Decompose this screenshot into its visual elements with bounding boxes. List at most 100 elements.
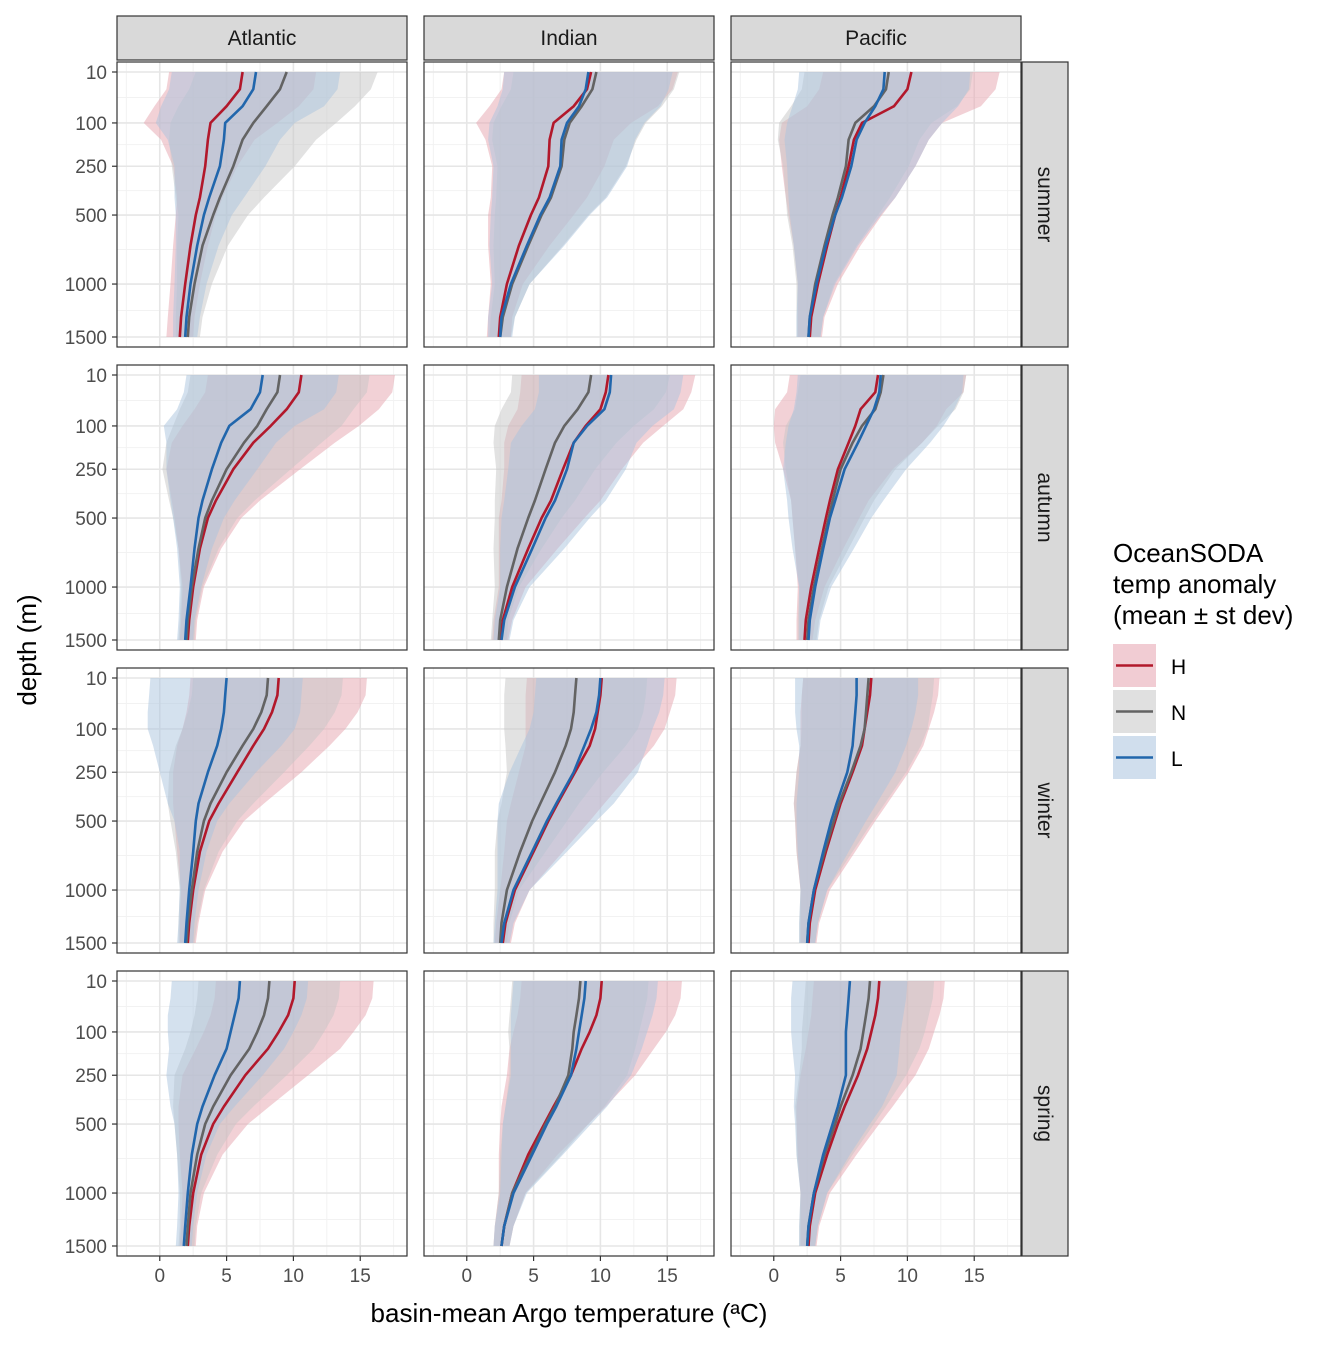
mean-line-L: [498, 71, 590, 338]
x-tick-label: 5: [528, 1266, 539, 1287]
panel-atlantic-autumn: [116, 364, 408, 651]
panel-data: [490, 374, 696, 641]
x-tick-label: 10: [897, 1266, 918, 1287]
panel-data: [493, 980, 682, 1247]
y-tick-label: 100: [75, 417, 107, 438]
panel-pacific-summer: [730, 61, 1022, 348]
mean-line-L: [500, 374, 613, 641]
ribbon-L: [783, 375, 964, 640]
y-tick-label: 500: [75, 509, 107, 530]
mean-line-H: [498, 374, 610, 641]
mean-line-L: [807, 374, 882, 641]
legend-title-line: (mean ± st dev): [1113, 600, 1293, 630]
mean-line-N: [185, 677, 270, 944]
y-tick-label: 500: [75, 206, 107, 227]
facet-strip-summer: [1021, 61, 1069, 348]
y-tick-label: 100: [75, 114, 107, 135]
panel-border: [730, 970, 1022, 1257]
x-tick-label: 5: [221, 1266, 232, 1287]
y-tick-label: 500: [75, 812, 107, 833]
x-tick-label: 5: [835, 1266, 846, 1287]
y-tick-label: 250: [75, 157, 107, 178]
mean-line-H: [808, 71, 913, 338]
panel-atlantic-spring: [116, 970, 408, 1257]
panel-border: [423, 364, 715, 651]
panel-border: [116, 667, 408, 954]
facet-strip-autumn: [1021, 364, 1069, 651]
panel-border: [730, 667, 1022, 954]
ribbon-L: [493, 981, 658, 1246]
mean-line-N: [185, 980, 271, 1247]
facet-label-winter: winter: [1033, 781, 1056, 838]
mean-line-L: [805, 678, 858, 944]
x-tick-label: 15: [964, 1266, 985, 1287]
panel-atlantic-winter: [116, 667, 408, 954]
ribbon-L: [166, 981, 309, 1246]
panel-pacific-spring: [730, 970, 1022, 1257]
mean-line-L: [805, 980, 852, 1247]
facet-strip-spring: [1021, 970, 1069, 1257]
x-tick-label: 0: [768, 1266, 779, 1287]
mean-line-L: [183, 71, 258, 338]
mean-line-H: [178, 71, 244, 338]
legend-title-line: OceanSODA: [1113, 538, 1264, 568]
mean-line-H: [186, 374, 303, 641]
mean-line-L: [183, 677, 228, 944]
y-tick-label: 250: [75, 460, 107, 481]
mean-line-H: [803, 374, 880, 641]
panel-indian-summer: [423, 61, 715, 348]
ribbon-L: [493, 678, 665, 943]
x-tick-label: 15: [657, 1266, 678, 1287]
x-tick-label: 0: [154, 1266, 165, 1287]
panel-border: [730, 364, 1022, 651]
facet-label-pacific: Pacific: [845, 27, 907, 50]
panel-data: [791, 980, 945, 1247]
mean-line-L: [500, 677, 602, 944]
mean-line-N: [498, 677, 578, 944]
x-tick-label: 10: [590, 1266, 611, 1287]
legend-entry-N: N: [1113, 690, 1186, 733]
facet-strip-indian: [423, 15, 715, 61]
ribbon-L: [155, 72, 341, 337]
panel-indian-spring: [423, 970, 715, 1257]
y-tick-label: 1000: [65, 1184, 107, 1205]
ribbon-L: [795, 678, 919, 943]
legend-label: H: [1171, 656, 1186, 679]
y-tick-label: 10: [86, 669, 107, 690]
ribbon-L: [784, 72, 971, 337]
ribbon-L: [147, 678, 303, 943]
facet-label-autumn: autumn: [1033, 472, 1056, 542]
mean-line-H: [497, 71, 593, 338]
panel-data: [773, 374, 967, 641]
mean-line-H: [186, 677, 280, 944]
panel-border: [116, 61, 408, 348]
legend-title-line: temp anomaly: [1113, 569, 1276, 599]
facet-label-spring: spring: [1033, 1085, 1056, 1142]
y-tick-label: 1500: [65, 1237, 107, 1258]
panel-data: [162, 374, 395, 641]
y-tick-label: 1000: [65, 578, 107, 599]
legend-entry-H: H: [1113, 644, 1186, 687]
y-axis-label: depth (m): [12, 594, 42, 705]
panel-border: [116, 364, 408, 651]
y-tick-label: 1000: [65, 881, 107, 902]
y-tick-label: 1500: [65, 934, 107, 955]
facet-label-summer: summer: [1033, 167, 1056, 243]
ribbon-L: [493, 375, 684, 640]
panel-border: [423, 970, 715, 1257]
y-tick-label: 500: [75, 1115, 107, 1136]
y-tick-label: 100: [75, 720, 107, 741]
facet-label-atlantic: Atlantic: [228, 27, 297, 50]
panel-atlantic-summer: [116, 61, 408, 348]
panel-data: [147, 677, 367, 944]
x-axis-label: basin-mean Argo temperature (ªC): [371, 1298, 768, 1328]
y-tick-label: 10: [86, 63, 107, 84]
y-tick-label: 1500: [65, 631, 107, 652]
panel-indian-autumn: [423, 364, 715, 651]
mean-line-L: [183, 374, 264, 641]
x-tick-label: 15: [350, 1266, 371, 1287]
mean-line-L: [182, 980, 242, 1247]
y-tick-label: 10: [86, 972, 107, 993]
panel-data: [476, 71, 680, 338]
